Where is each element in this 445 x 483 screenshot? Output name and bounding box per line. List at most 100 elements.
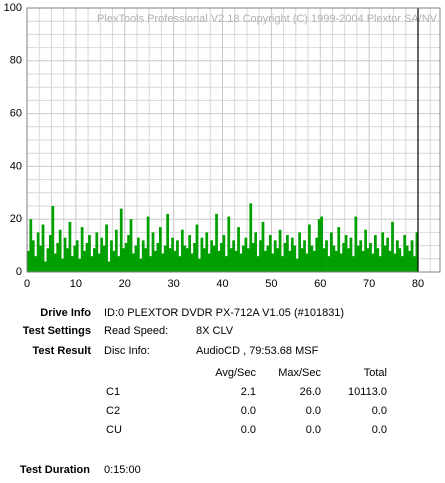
- bar: [356, 245, 360, 272]
- bar: [315, 237, 319, 272]
- bar: [176, 240, 179, 272]
- bar: [39, 245, 42, 272]
- bar: [305, 253, 309, 272]
- bar: [161, 253, 165, 272]
- bar: [264, 250, 267, 272]
- bar: [85, 242, 89, 272]
- bar: [234, 250, 238, 272]
- bar: [41, 224, 45, 272]
- bar: [200, 237, 204, 272]
- bar: [283, 242, 287, 272]
- bar: [61, 258, 64, 272]
- bar: [374, 235, 377, 272]
- bar: [369, 242, 372, 272]
- bar: [183, 245, 187, 272]
- bar: [78, 258, 82, 272]
- bar: [352, 256, 355, 272]
- bar: [146, 216, 150, 272]
- bar: [63, 237, 67, 272]
- y-tick-label: 80: [10, 55, 22, 67]
- row-label: C2: [106, 405, 120, 417]
- bar: [132, 253, 135, 272]
- bar: [58, 229, 62, 272]
- bar: [215, 213, 218, 272]
- bar: [27, 250, 30, 272]
- bar: [158, 227, 162, 272]
- bar: [273, 240, 277, 272]
- bar: [222, 235, 226, 272]
- bar: [268, 235, 272, 272]
- x-tick-label: 80: [412, 278, 424, 290]
- bar: [97, 253, 101, 272]
- bar: [100, 237, 104, 272]
- bar: [259, 240, 262, 272]
- bar: [88, 235, 91, 272]
- label: Test Result: [33, 345, 92, 357]
- cell: 0.0: [306, 405, 321, 417]
- bar: [244, 237, 248, 272]
- bar: [110, 240, 113, 272]
- key: Disc Info:: [104, 345, 150, 357]
- bar: [124, 242, 128, 272]
- bar: [141, 240, 145, 272]
- bar: [31, 240, 35, 272]
- bar: [83, 250, 86, 272]
- bar: [388, 250, 392, 272]
- bar: [129, 219, 133, 272]
- bar: [308, 224, 311, 272]
- bar: [95, 232, 99, 272]
- bar: [92, 248, 96, 272]
- bar: [166, 213, 170, 272]
- bar: [349, 237, 353, 272]
- bar: [276, 248, 280, 272]
- bar: [281, 256, 284, 272]
- bar: [376, 248, 380, 272]
- bar: [107, 261, 111, 272]
- bar: [68, 221, 72, 272]
- bar: [232, 240, 236, 272]
- bar: [256, 256, 260, 272]
- bar: [173, 250, 177, 272]
- bar: [195, 224, 199, 272]
- column-header: Avg/Sec: [215, 367, 256, 379]
- bar: [171, 237, 174, 272]
- bar: [293, 245, 297, 272]
- cell: 0.0: [372, 405, 387, 417]
- cell: 26.0: [300, 386, 321, 398]
- bar: [212, 245, 216, 272]
- bar: [210, 240, 214, 272]
- value: 0:15:00: [104, 464, 141, 476]
- bar: [391, 221, 394, 272]
- column-header: Max/Sec: [278, 367, 321, 379]
- bar: [396, 240, 399, 272]
- bar: [288, 250, 292, 272]
- bar: [239, 253, 243, 272]
- bar: [317, 219, 321, 272]
- bar: [242, 245, 245, 272]
- bar: [261, 221, 265, 272]
- bar: [320, 216, 323, 272]
- bar: [325, 240, 328, 272]
- bar: [193, 242, 196, 272]
- bar: [149, 256, 152, 272]
- bar: [168, 248, 172, 272]
- bar: [327, 256, 331, 272]
- bar: [127, 235, 130, 272]
- bar: [334, 250, 338, 272]
- bar: [310, 245, 314, 272]
- bar: [80, 227, 84, 272]
- bar: [347, 248, 350, 272]
- bar: [73, 245, 77, 272]
- x-tick-label: 10: [70, 278, 82, 290]
- bar: [139, 258, 143, 272]
- cell: 10113.0: [348, 386, 387, 398]
- bar: [295, 258, 299, 272]
- bar: [290, 237, 294, 272]
- bar: [70, 256, 74, 272]
- bar: [44, 261, 47, 272]
- bar: [56, 242, 60, 272]
- bar: [114, 229, 118, 272]
- bar: [102, 245, 106, 272]
- bar: [298, 232, 302, 272]
- x-tick-label: 50: [265, 278, 277, 290]
